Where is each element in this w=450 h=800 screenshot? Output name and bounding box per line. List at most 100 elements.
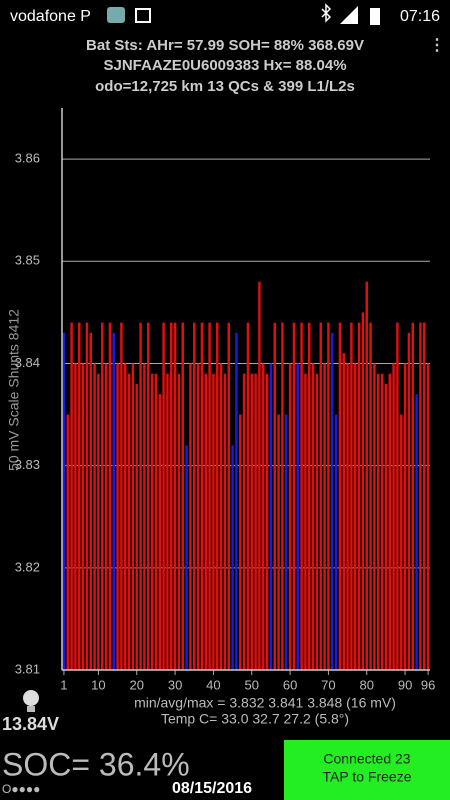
y-tick-label: 3.83: [15, 457, 40, 472]
bar: [296, 363, 299, 670]
x-tick-label: 70: [321, 677, 335, 692]
bar: [89, 332, 92, 670]
x-tick-label: 96: [421, 677, 435, 692]
bar: [288, 363, 292, 670]
bar: [369, 322, 372, 670]
bar: [219, 363, 223, 670]
carrier: vodafone P: [10, 8, 91, 25]
bar: [400, 414, 403, 670]
header-line: Bat Sts: AHr= 57.99 SOH= 88% 368.69V: [86, 37, 364, 54]
bar: [135, 383, 138, 670]
date: 08/15/2016: [172, 780, 252, 797]
header-line: SJNFAAZE0U6009383 Hx= 88.04%: [103, 57, 346, 74]
bar: [269, 363, 273, 670]
bar: [396, 322, 399, 670]
button-text[interactable]: Connected 23: [323, 751, 410, 767]
bar: [227, 322, 230, 670]
bar: [189, 363, 192, 670]
bar: [334, 414, 338, 670]
bar: [70, 322, 73, 670]
bar: [262, 363, 265, 670]
bar: [423, 322, 426, 670]
bar: [231, 445, 234, 670]
freeze-button[interactable]: Connected 23 TAP to Freeze: [284, 740, 450, 800]
bar: [124, 363, 127, 670]
x-tick-label: 30: [168, 677, 182, 692]
bar: [250, 373, 253, 670]
bar: [419, 322, 422, 670]
bar: [185, 445, 188, 670]
bar: [177, 373, 181, 670]
dots: O●●●●: [2, 782, 40, 796]
bar: [216, 322, 219, 670]
bar: [108, 322, 112, 670]
bar: [246, 322, 250, 670]
battery-icon: [370, 8, 380, 25]
bar: [273, 322, 276, 670]
y-tick-label: 3.86: [15, 151, 40, 166]
bar: [285, 414, 288, 670]
button-text[interactable]: TAP to Freeze: [323, 769, 412, 785]
bar: [208, 322, 211, 670]
bar: [139, 322, 142, 670]
bar: [357, 322, 361, 670]
temperature: Temp C= 33.0 32.7 27.2 (5.8°): [161, 711, 349, 727]
bar: [373, 363, 376, 670]
bar: [158, 394, 161, 670]
bar: [166, 373, 169, 670]
y-tick-label: 3.82: [15, 559, 40, 574]
bar: [62, 332, 66, 670]
bar: [354, 363, 357, 670]
bar: [411, 322, 414, 670]
bar: [426, 363, 430, 670]
bar: [319, 322, 322, 670]
image-icon: [135, 8, 151, 23]
bar: [327, 322, 330, 670]
bar: [277, 414, 280, 670]
bar: [415, 394, 418, 670]
bar: [338, 322, 342, 670]
x-tick-label: 60: [283, 677, 297, 692]
bluetooth-icon: [321, 3, 332, 23]
bar: [212, 373, 215, 670]
bar: [131, 363, 135, 670]
menu-icon[interactable]: ⋮: [429, 37, 445, 54]
app-icon: [107, 7, 125, 23]
bar: [407, 332, 411, 670]
bar: [403, 363, 407, 670]
button-background[interactable]: [284, 740, 450, 800]
bar: [258, 281, 261, 670]
bar: [112, 332, 115, 670]
bar: [97, 373, 100, 670]
bar: [300, 322, 303, 670]
bar: [311, 363, 315, 670]
bar: [170, 322, 173, 670]
bar: [365, 281, 368, 670]
bar: [346, 363, 349, 670]
bar: [235, 332, 238, 670]
bar: [127, 373, 131, 670]
x-tick-label: 90: [398, 677, 412, 692]
y-tick-label: 3.84: [15, 355, 40, 370]
bar: [66, 414, 69, 670]
bar: [254, 373, 257, 670]
bar: [120, 322, 123, 670]
x-tick-label: 50: [245, 677, 259, 692]
bar: [223, 373, 227, 670]
clock: 07:16: [400, 8, 440, 25]
bar: [342, 353, 345, 670]
y-tick-label: 3.81: [15, 661, 40, 676]
bar: [181, 322, 184, 670]
bar: [85, 322, 89, 670]
x-tick-label: 10: [91, 677, 105, 692]
y-tick-label: 3.85: [15, 253, 40, 268]
bar: [74, 363, 77, 670]
y-axis-label: 50 mV Scale Shunts 8412: [6, 309, 22, 471]
bar: [173, 322, 177, 670]
bar: [143, 363, 146, 670]
x-tick-label: 80: [360, 677, 374, 692]
plot: 3.81 3.82 3.83 3.84 3.85 3.86 1 10 20 30 40 50 60 70 8…: [15, 108, 435, 692]
bar: [150, 373, 154, 670]
bar: [93, 363, 96, 670]
